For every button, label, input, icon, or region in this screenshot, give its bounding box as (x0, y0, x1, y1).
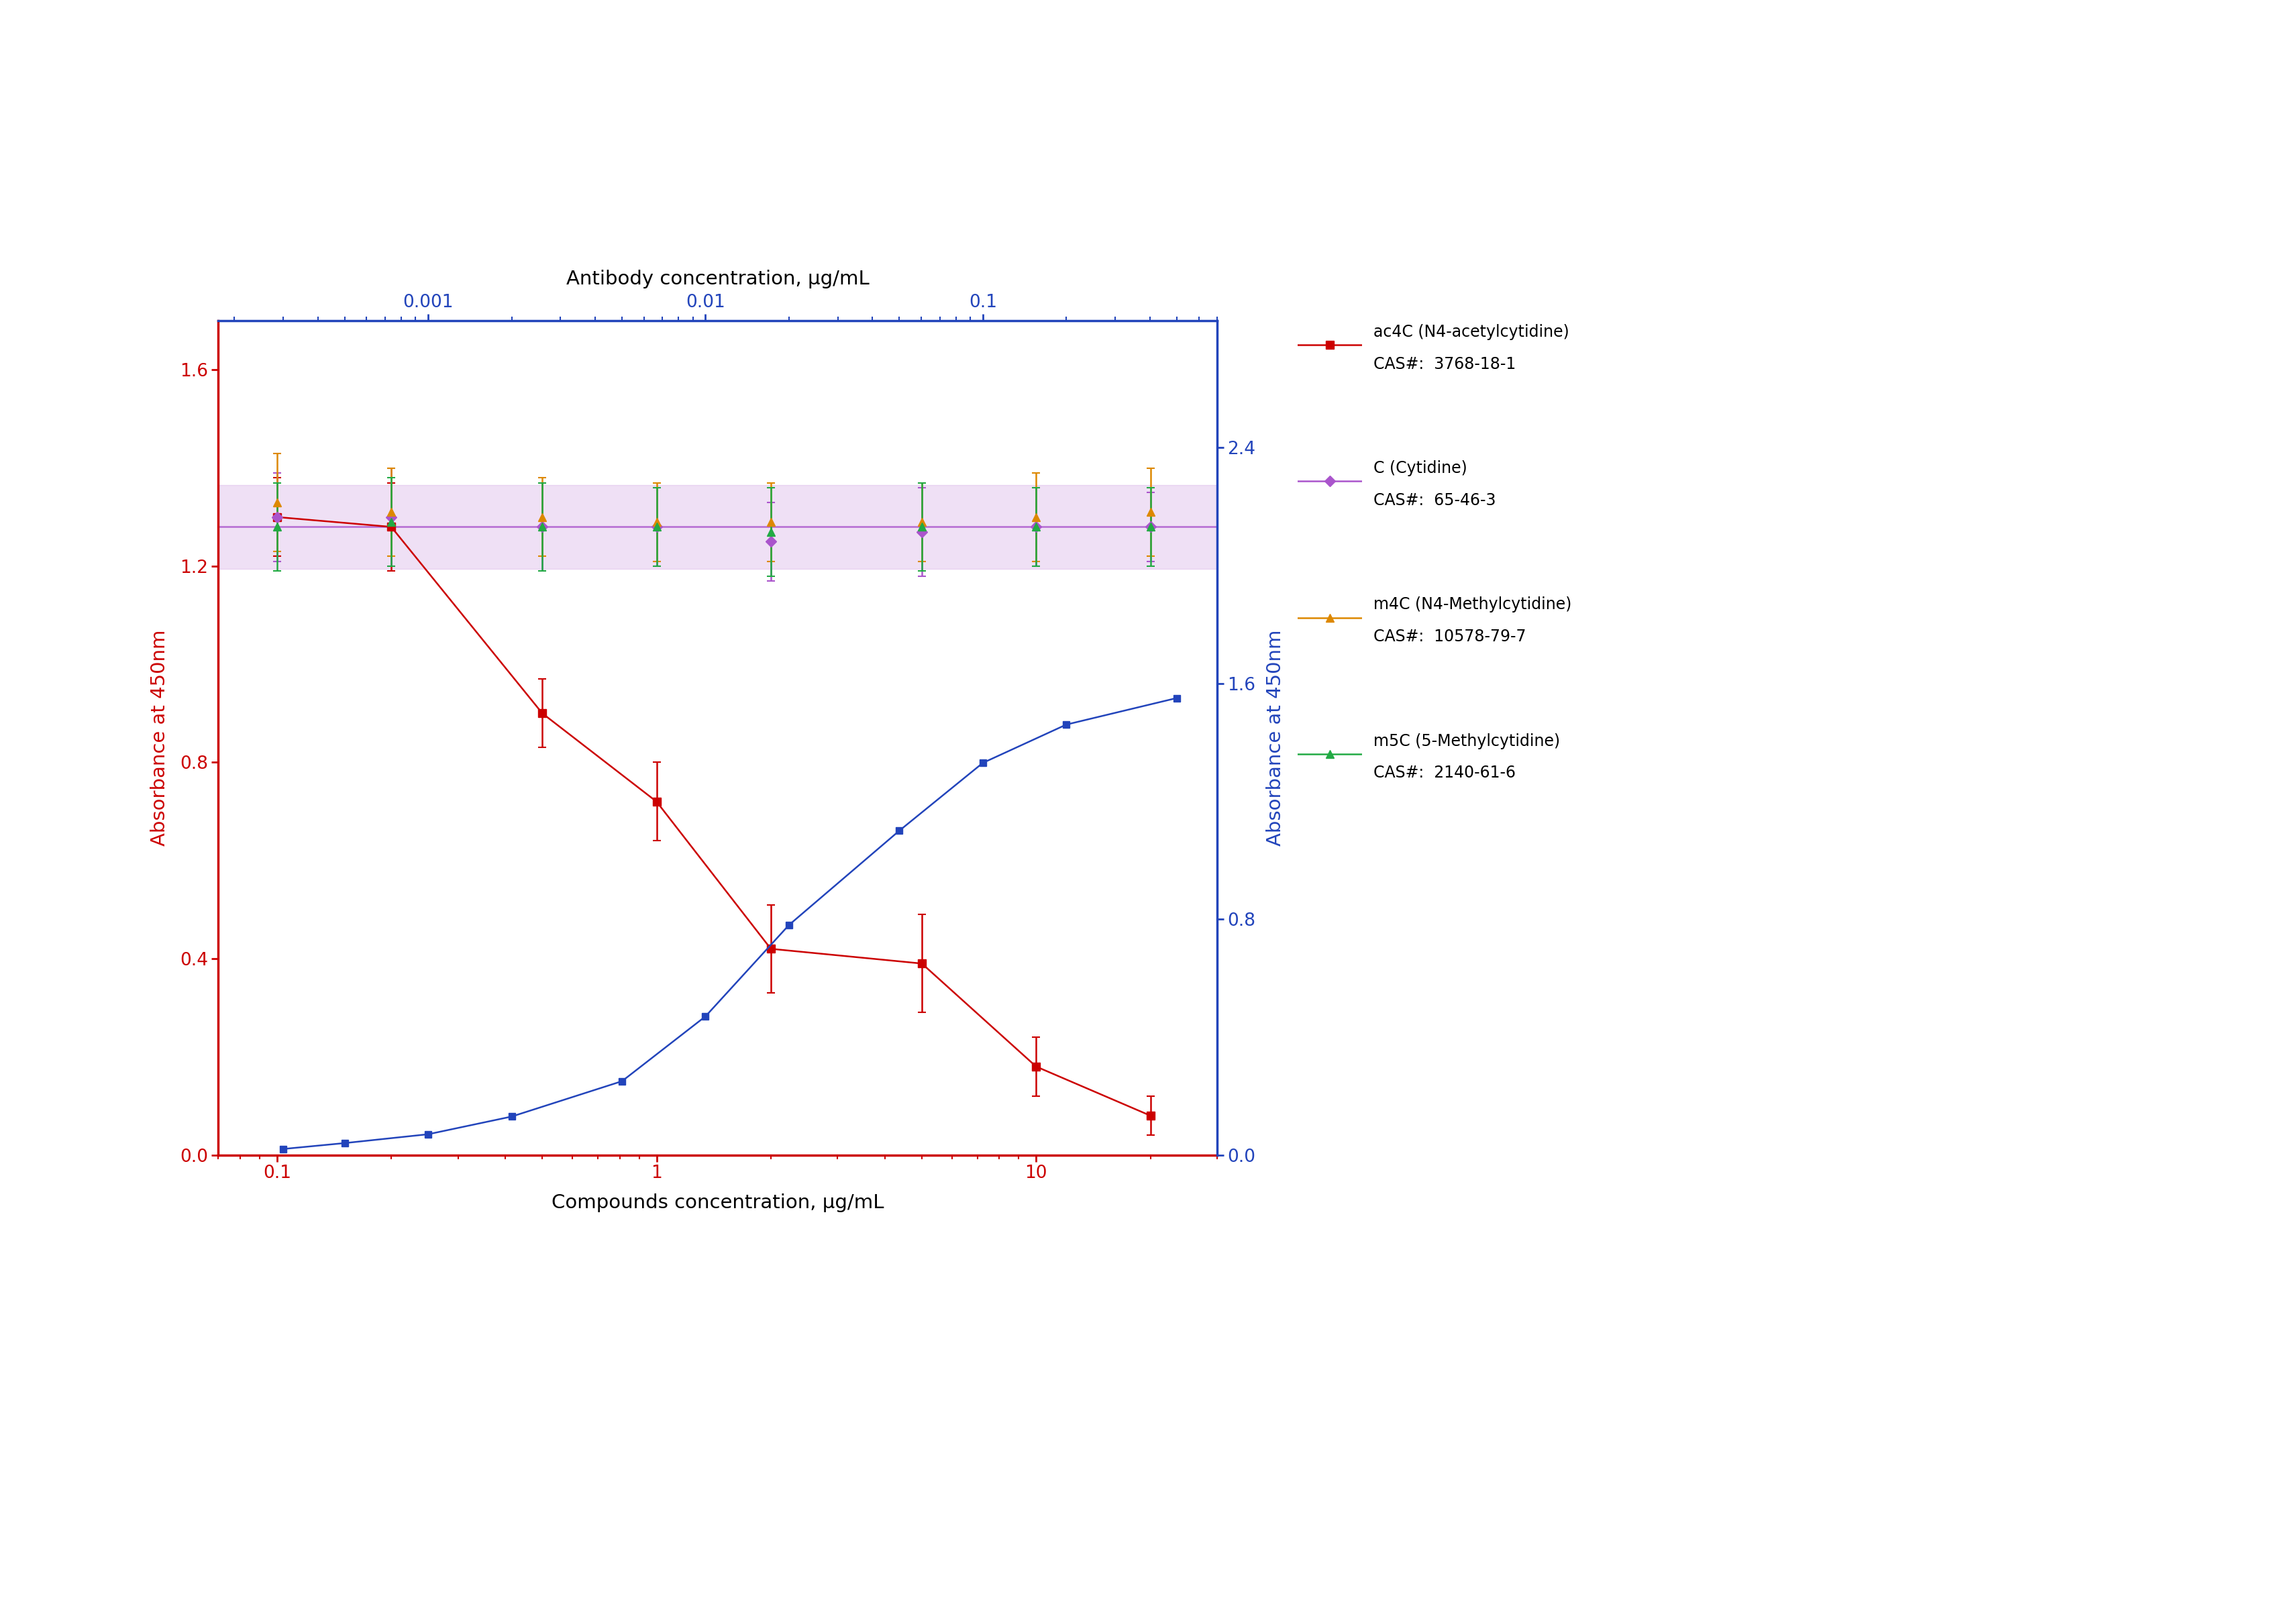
Text: CAS#:  2140-61-6: CAS#: 2140-61-6 (1373, 765, 1515, 781)
Text: m4C (N4-Methylcytidine): m4C (N4-Methylcytidine) (1373, 597, 1570, 613)
Text: CAS#:  10578-79-7: CAS#: 10578-79-7 (1373, 629, 1525, 645)
Text: m5C (5-Methylcytidine): m5C (5-Methylcytidine) (1373, 733, 1559, 749)
Text: C (Cytidine): C (Cytidine) (1373, 460, 1467, 476)
Text: CAS#:  65-46-3: CAS#: 65-46-3 (1373, 492, 1495, 508)
Text: ac4C (N4-acetylcytidine): ac4C (N4-acetylcytidine) (1373, 324, 1568, 340)
Y-axis label: Absorbance at 450nm: Absorbance at 450nm (1265, 630, 1286, 845)
X-axis label: Compounds concentration, μg/mL: Compounds concentration, μg/mL (551, 1193, 884, 1213)
Y-axis label: Absorbance at 450nm: Absorbance at 450nm (149, 630, 170, 845)
Text: CAS#:  3768-18-1: CAS#: 3768-18-1 (1373, 356, 1515, 372)
X-axis label: Antibody concentration, μg/mL: Antibody concentration, μg/mL (567, 269, 868, 289)
